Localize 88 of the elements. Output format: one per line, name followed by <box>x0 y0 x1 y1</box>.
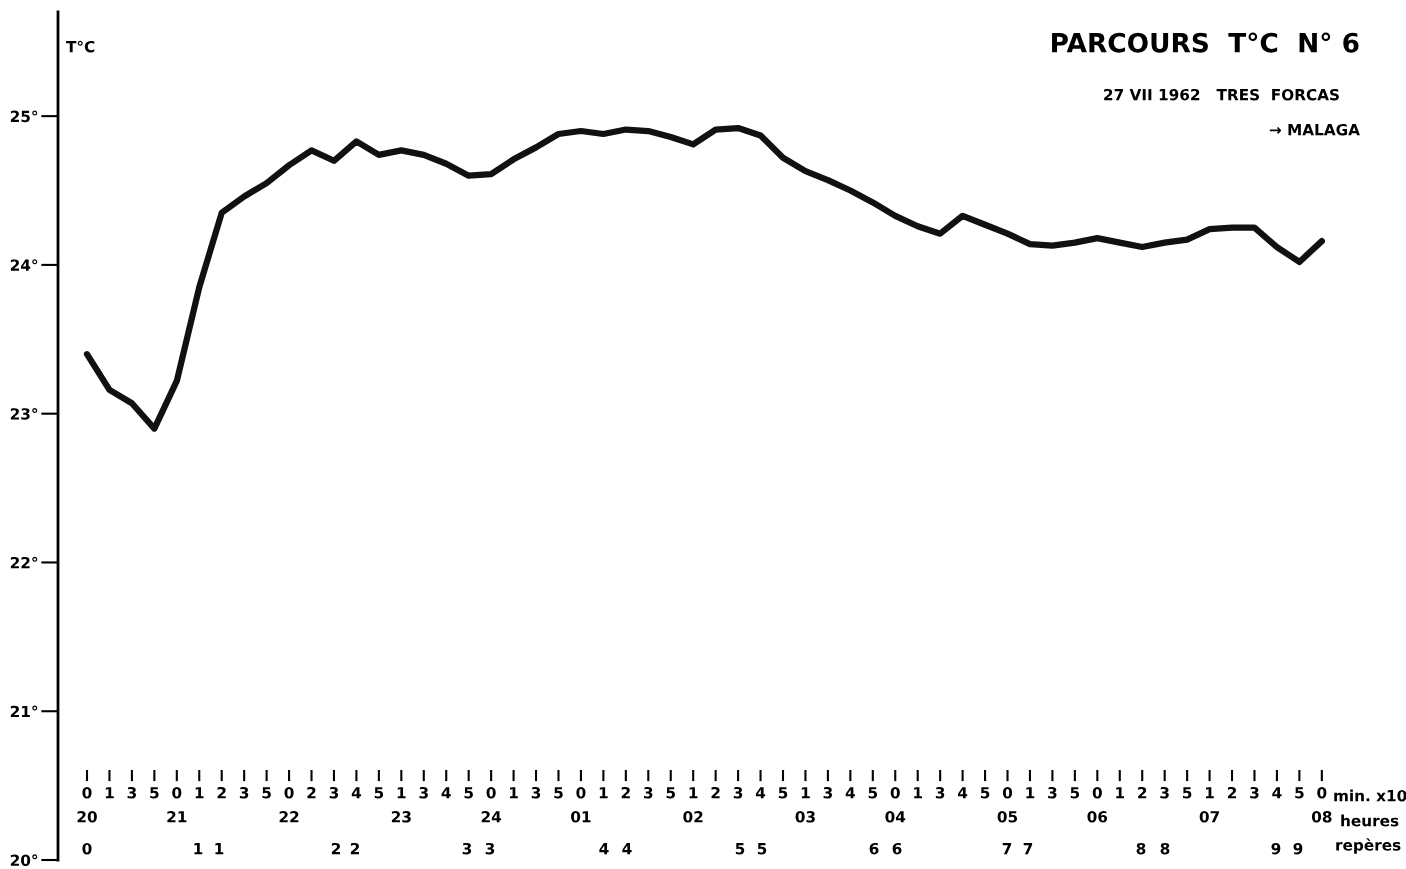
x-tick-label: 3 <box>127 786 136 799</box>
x-tick-label: 2 <box>621 786 630 799</box>
x-tick-label: 5 <box>1295 787 1304 799</box>
x-tick-label: 3 <box>823 786 832 799</box>
x-tick-label: 5 <box>262 787 271 799</box>
annotation: 1 <box>194 843 203 855</box>
x-tick-label: 1 <box>195 787 204 799</box>
x-tick-label: 0 01 <box>571 786 591 823</box>
annotation: 6 <box>892 842 902 855</box>
x-tick-label: 3 <box>239 786 249 799</box>
y-axis-title: T°C <box>66 40 95 53</box>
annotation: 0 <box>82 842 92 855</box>
annotation: 4 <box>622 843 632 855</box>
x-tick-label: 5 <box>374 787 384 799</box>
x-tick-label: 1 <box>105 787 114 799</box>
annotation: 6 <box>869 842 879 855</box>
x-tick-label: 2 <box>1138 786 1147 799</box>
x-tick-label: 2 <box>307 786 316 799</box>
x-tick-label: 0 20 <box>77 786 97 823</box>
x-tick-label: 3 <box>1160 786 1169 799</box>
x-tick-label: 0 21 <box>167 786 187 823</box>
x-tick-label: 4 <box>441 787 451 799</box>
x-tick-label: 2 <box>711 786 720 799</box>
x-tick-label: 1 23 <box>391 787 411 823</box>
x-tick-label: 5 <box>150 787 159 799</box>
x-tick-label: 3 <box>531 786 541 799</box>
annotation: 7 <box>1002 843 1012 855</box>
x-tick-label: 3 <box>644 786 653 799</box>
x-tick-label: 3 <box>733 786 743 799</box>
x-tick-label: 4 <box>957 787 968 799</box>
annotation: 2 <box>350 842 359 855</box>
x-tick-label: 5 <box>1070 787 1080 799</box>
text: repères <box>1336 838 1401 854</box>
x-tick-label: 1 07 <box>1199 787 1219 823</box>
annotation: 1 <box>215 843 224 855</box>
text: 27 VII 1962 TRES FORCAS <box>1104 88 1339 101</box>
x-tick-label: 0 05 <box>997 786 1018 823</box>
y-tick-label: 23° <box>10 408 38 420</box>
annotation: 3 <box>462 842 472 855</box>
annotation: 2 <box>331 842 340 855</box>
x-tick-label: 2 <box>1227 786 1237 799</box>
x-tick-label: 3 <box>1048 786 1057 799</box>
text: heures <box>1341 814 1399 827</box>
x-tick-label: 3 <box>935 786 945 799</box>
x-tick-label: 0 24 <box>481 786 502 823</box>
x-tick-label: 4 <box>755 787 766 799</box>
x-tick-label: 5 <box>778 787 788 799</box>
x-tick-label: 3 <box>419 786 428 799</box>
x-tick-label: 1 <box>1026 787 1035 799</box>
x-tick-label: 5 <box>666 787 675 799</box>
annotation: 5 <box>757 843 767 855</box>
x-tick-label: 5 <box>1182 787 1192 799</box>
annotation: 5 <box>735 843 745 855</box>
y-tick-label: 20° <box>10 854 38 867</box>
annotation: 3 <box>485 842 495 855</box>
x-tick-label: 3 <box>1250 786 1259 799</box>
annotation: → MALAGA <box>1269 123 1360 136</box>
annotation: 9 <box>1293 842 1303 855</box>
x-tick-label: 0 04 <box>885 786 906 823</box>
x-tick-label: 0 08 <box>1311 786 1332 823</box>
x-tick-label: 0 22 <box>279 786 299 823</box>
x-tick-label: 1 <box>599 787 608 799</box>
y-tick-label: 21° <box>10 705 38 718</box>
x-axis-title: min. x10 <box>1334 789 1406 802</box>
annotation: 7 <box>1023 843 1033 855</box>
x-tick-label: 1 02 <box>683 787 703 823</box>
x-tick-label: 4 <box>845 787 855 799</box>
x-tick-label: 0 06 <box>1087 786 1108 823</box>
x-tick-label: 4 <box>351 787 362 799</box>
annotation: 4 <box>599 843 609 855</box>
x-tick-label: 2 <box>217 786 226 799</box>
y-tick-label: 24° <box>10 259 38 271</box>
x-tick-label: 1 <box>914 787 922 799</box>
x-tick-label: 1 <box>509 787 518 799</box>
x-tick-label: 1 03 <box>795 787 815 823</box>
y-tick-label: 25° <box>10 110 38 123</box>
annotation: 8 <box>1136 842 1146 855</box>
x-tick-label: 5 <box>464 787 473 799</box>
annotation: 8 <box>1160 842 1170 855</box>
x-tick-label: 5 <box>868 787 878 799</box>
y-tick-label: 22° <box>10 556 38 569</box>
text: PARCOURS T°C N° 6 <box>1052 32 1359 53</box>
x-tick-label: 4 <box>1272 787 1282 799</box>
x-tick-label: 5 <box>554 787 563 799</box>
x-tick-label: 5 <box>980 787 990 799</box>
x-tick-label: 1 <box>1116 787 1125 799</box>
annotation: 9 <box>1271 842 1281 855</box>
x-tick-label: 3 <box>329 786 339 799</box>
